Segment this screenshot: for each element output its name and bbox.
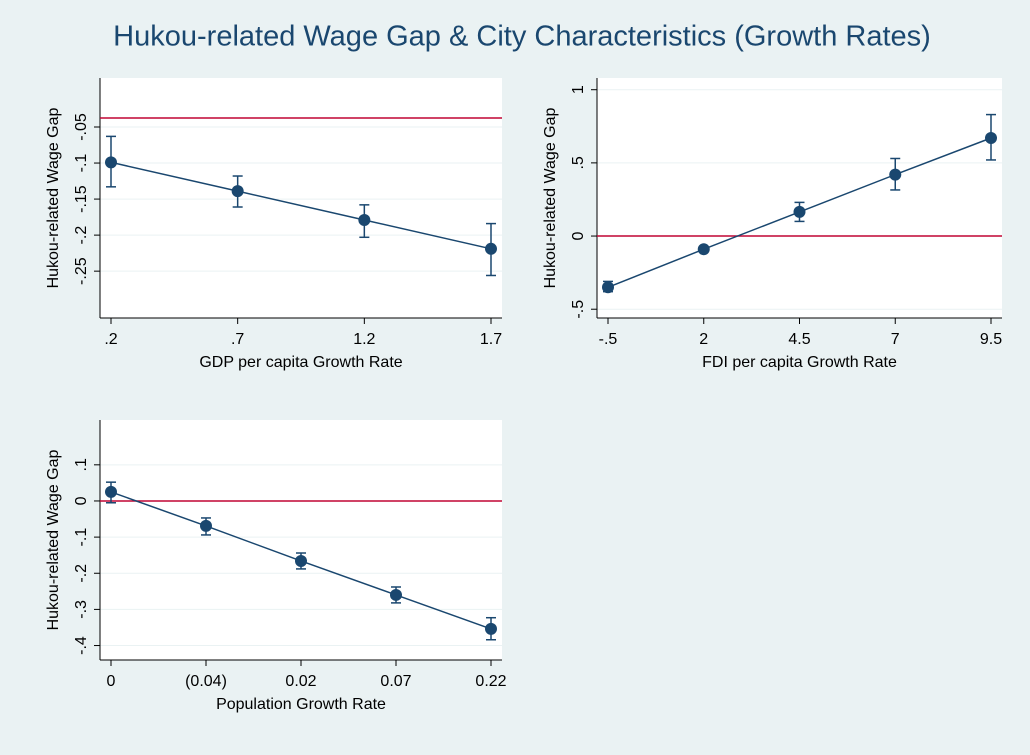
y-tick-label: 0 bbox=[570, 232, 587, 241]
x-tick-label: -.5 bbox=[599, 331, 618, 348]
point bbox=[358, 213, 371, 226]
point bbox=[231, 185, 244, 198]
y-tick-label: -.15 bbox=[73, 185, 90, 213]
x-tick-label: 0.07 bbox=[380, 673, 411, 690]
x-tick-label: 1.2 bbox=[353, 331, 375, 348]
y-tick-label: .1 bbox=[73, 458, 90, 471]
y-axis-label: Hukou-related Wage Gap bbox=[45, 107, 62, 288]
point bbox=[485, 622, 497, 635]
y-tick-label: 1 bbox=[570, 85, 587, 94]
y-axis-label: Hukou-related Wage Gap bbox=[542, 107, 559, 288]
point bbox=[200, 519, 212, 532]
x-tick-label: (0.04) bbox=[185, 673, 227, 690]
x-tick-label: .7 bbox=[231, 331, 244, 348]
x-axis-label: GDP per capita Growth Rate bbox=[199, 354, 402, 371]
point bbox=[602, 281, 614, 294]
point bbox=[793, 205, 806, 218]
x-axis-label: FDI per capita Growth Rate bbox=[702, 354, 897, 371]
y-tick-label: -.05 bbox=[73, 113, 90, 141]
y-tick-label: -.25 bbox=[73, 257, 90, 285]
x-tick-label: 0.22 bbox=[475, 673, 506, 690]
x-tick-label: 0 bbox=[107, 673, 116, 690]
plot-area bbox=[100, 420, 502, 660]
y-tick-label: -.4 bbox=[73, 636, 90, 655]
fit-line bbox=[110, 161, 492, 250]
y-tick-label: -.2 bbox=[73, 564, 90, 583]
plot-area bbox=[100, 78, 502, 318]
x-tick-label: .2 bbox=[104, 331, 117, 348]
point bbox=[105, 485, 117, 498]
x-tick-label: 4.5 bbox=[788, 331, 810, 348]
point bbox=[390, 588, 402, 601]
point bbox=[105, 156, 117, 169]
x-tick-label: 7 bbox=[891, 331, 900, 348]
point bbox=[295, 554, 307, 567]
y-axis-label: Hukou-related Wage Gap bbox=[45, 449, 62, 630]
y-tick-label: -.1 bbox=[73, 154, 90, 173]
x-tick-label: 1.7 bbox=[480, 331, 502, 348]
plot-area bbox=[597, 78, 1002, 318]
x-tick-label: 2 bbox=[699, 331, 708, 348]
y-tick-label: -.5 bbox=[570, 300, 587, 319]
x-tick-label: 9.5 bbox=[980, 331, 1002, 348]
y-tick-label: .5 bbox=[570, 156, 587, 169]
y-tick-label: -.2 bbox=[73, 226, 90, 245]
y-tick-label: -.3 bbox=[73, 600, 90, 619]
point bbox=[697, 243, 710, 256]
point bbox=[889, 168, 902, 181]
point bbox=[985, 132, 997, 144]
figure-title: Hukou-related Wage Gap & City Characteri… bbox=[113, 21, 931, 53]
point bbox=[485, 242, 497, 255]
y-tick-label: 0 bbox=[73, 496, 90, 505]
y-tick-label: -.1 bbox=[73, 528, 90, 547]
x-axis-label: Population Growth Rate bbox=[216, 696, 386, 713]
x-tick-label: 0.02 bbox=[285, 673, 316, 690]
